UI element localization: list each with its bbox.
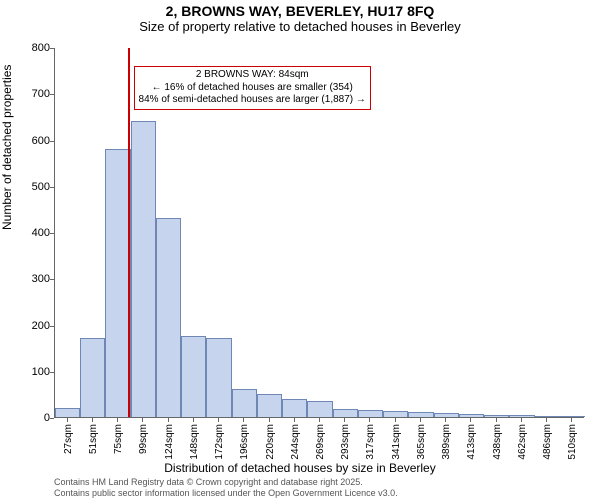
y-tick-mark — [50, 94, 54, 95]
histogram-bar — [80, 338, 105, 417]
x-tick-mark — [142, 418, 143, 422]
footer-attribution: Contains HM Land Registry data © Crown c… — [54, 477, 398, 499]
chart-container: 2, BROWNS WAY, BEVERLEY, HU17 8FQ Size o… — [0, 0, 600, 500]
x-tick-mark — [269, 418, 270, 422]
x-tick-label: 389sqm — [441, 424, 452, 460]
x-tick-label: 75sqm — [113, 424, 124, 454]
footer-line-2: Contains public sector information licen… — [54, 488, 398, 499]
histogram-bar — [156, 218, 181, 417]
histogram-bar — [535, 416, 560, 417]
y-tick-mark — [50, 141, 54, 142]
y-tick-label: 100 — [10, 366, 50, 378]
x-tick-label: 124sqm — [164, 424, 175, 460]
y-tick-mark — [50, 233, 54, 234]
x-tick-label: 244sqm — [290, 424, 301, 460]
x-tick-mark — [344, 418, 345, 422]
x-tick-label: 196sqm — [239, 424, 250, 460]
histogram-bar — [131, 121, 156, 417]
x-tick-mark — [319, 418, 320, 422]
x-tick-label: 486sqm — [542, 424, 553, 460]
histogram-bar — [560, 416, 585, 417]
x-tick-mark — [521, 418, 522, 422]
title-line-1: 2, BROWNS WAY, BEVERLEY, HU17 8FQ — [0, 3, 600, 19]
callout-line: 84% of semi-detached houses are larger (… — [139, 94, 366, 107]
x-tick-mark — [420, 418, 421, 422]
histogram-bar — [383, 411, 408, 417]
x-tick-mark — [445, 418, 446, 422]
x-tick-label: 51sqm — [88, 424, 99, 454]
x-tick-label: 27sqm — [63, 424, 74, 454]
plot-area: 2 BROWNS WAY: 84sqm← 16% of detached hou… — [54, 48, 584, 418]
y-tick-mark — [50, 187, 54, 188]
y-tick-label: 0 — [10, 412, 50, 424]
x-tick-label: 99sqm — [138, 424, 149, 454]
histogram-bar — [358, 410, 383, 417]
x-tick-label: 293sqm — [340, 424, 351, 460]
y-tick-label: 600 — [10, 135, 50, 147]
x-tick-mark — [470, 418, 471, 422]
histogram-bar — [408, 412, 433, 417]
x-tick-mark — [218, 418, 219, 422]
y-tick-mark — [50, 372, 54, 373]
histogram-bar — [232, 389, 257, 417]
x-tick-mark — [395, 418, 396, 422]
reference-line — [128, 48, 130, 417]
histogram-bar — [333, 409, 358, 417]
y-tick-mark — [50, 326, 54, 327]
x-tick-label: 172sqm — [214, 424, 225, 460]
x-tick-mark — [243, 418, 244, 422]
y-tick-mark — [50, 48, 54, 49]
x-tick-mark — [369, 418, 370, 422]
x-tick-mark — [193, 418, 194, 422]
y-tick-label: 200 — [10, 320, 50, 332]
x-tick-label: 413sqm — [466, 424, 477, 460]
x-tick-mark — [92, 418, 93, 422]
histogram-bar — [484, 415, 509, 417]
x-tick-label: 438sqm — [492, 424, 503, 460]
x-tick-label: 365sqm — [416, 424, 427, 460]
y-tick-label: 300 — [10, 273, 50, 285]
y-tick-mark — [50, 279, 54, 280]
footer-line-1: Contains HM Land Registry data © Crown c… — [54, 477, 398, 488]
x-tick-label: 220sqm — [265, 424, 276, 460]
callout-line: 2 BROWNS WAY: 84sqm — [139, 69, 366, 82]
callout-line: ← 16% of detached houses are smaller (35… — [139, 82, 366, 95]
callout-box: 2 BROWNS WAY: 84sqm← 16% of detached hou… — [134, 66, 371, 110]
x-tick-label: 269sqm — [315, 424, 326, 460]
x-axis-label: Distribution of detached houses by size … — [0, 461, 600, 475]
x-tick-mark — [546, 418, 547, 422]
x-tick-mark — [496, 418, 497, 422]
x-tick-label: 510sqm — [567, 424, 578, 460]
x-tick-mark — [571, 418, 572, 422]
x-tick-mark — [117, 418, 118, 422]
histogram-bar — [55, 408, 80, 417]
x-tick-label: 341sqm — [391, 424, 402, 460]
x-tick-label: 148sqm — [189, 424, 200, 460]
title-line-2: Size of property relative to detached ho… — [0, 19, 600, 34]
y-tick-label: 700 — [10, 88, 50, 100]
histogram-bar — [307, 401, 332, 417]
x-tick-mark — [294, 418, 295, 422]
histogram-bar — [181, 336, 206, 417]
histogram-bar — [206, 338, 231, 417]
histogram-bar — [282, 399, 307, 418]
histogram-bar — [509, 415, 534, 417]
x-tick-mark — [67, 418, 68, 422]
x-tick-label: 317sqm — [365, 424, 376, 460]
histogram-bar — [434, 413, 459, 417]
histogram-bar — [257, 394, 282, 417]
y-tick-label: 800 — [10, 42, 50, 54]
y-tick-label: 400 — [10, 227, 50, 239]
histogram-bar — [459, 414, 484, 417]
x-tick-label: 462sqm — [517, 424, 528, 460]
title-block: 2, BROWNS WAY, BEVERLEY, HU17 8FQ Size o… — [0, 3, 600, 34]
x-tick-mark — [168, 418, 169, 422]
y-tick-mark — [50, 418, 54, 419]
y-tick-label: 500 — [10, 181, 50, 193]
